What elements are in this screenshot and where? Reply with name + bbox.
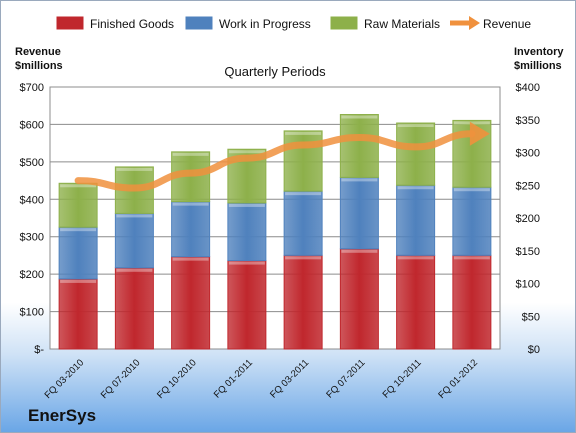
bar-segment [58, 182, 98, 228]
right-tick-label: $100 [516, 279, 540, 291]
right-tick-label: $150 [516, 246, 540, 258]
legend-label: Work in Progress [219, 17, 311, 31]
bar-segment [396, 122, 436, 186]
bar-segment [227, 202, 267, 262]
bar-segment [171, 256, 211, 350]
right-axis-label: Inventory $millions [514, 45, 564, 73]
chart-title: Quarterly Periods [224, 64, 326, 79]
bar-highlight [172, 202, 209, 206]
left-tick-label: $500 [20, 157, 44, 169]
right-tick-label: $0 [528, 344, 540, 356]
right-tick-label: $250 [516, 180, 540, 192]
left-tick-label: $400 [20, 194, 44, 206]
bar-segment [171, 201, 211, 258]
bar-segment [114, 212, 154, 269]
bar-highlight [341, 249, 378, 253]
bar-segment [283, 130, 323, 192]
bar-highlight [285, 131, 322, 135]
bar-segment [452, 254, 492, 350]
bar-highlight [60, 184, 97, 188]
bar-highlight [60, 228, 97, 232]
bar-highlight [60, 279, 97, 283]
legend-label: Finished Goods [90, 17, 174, 31]
legend-label: Raw Materials [364, 17, 440, 31]
bar-highlight [453, 188, 490, 192]
bar-segment [452, 186, 492, 256]
bar-highlight [116, 268, 153, 272]
bar-highlight [116, 167, 153, 171]
legend-label: Revenue [483, 17, 531, 31]
left-axis-label-line2: $millions [15, 60, 63, 72]
category-label: FQ 10-2011 [381, 357, 424, 400]
revenue-line [74, 130, 476, 192]
category-label: FQ 01-2012 [436, 357, 480, 401]
bar-highlight [228, 203, 265, 207]
bar-highlight [453, 256, 490, 260]
bar-highlight [453, 121, 490, 125]
right-tick-label: $400 [516, 82, 540, 94]
bar-highlight [397, 186, 434, 190]
legend-swatch [185, 16, 213, 30]
right-tick-label: $300 [516, 148, 540, 160]
category-label: FQ 03-2011 [268, 357, 311, 400]
bar-highlight [172, 152, 209, 156]
category-label: FQ 03-2010 [43, 357, 87, 401]
bar-segment [396, 254, 436, 350]
bar-segment [339, 176, 379, 250]
bar-highlight [285, 256, 322, 260]
bar-highlight [172, 257, 209, 261]
right-axis-label-line1: Inventory [514, 46, 564, 58]
company-name: EnerSys [28, 406, 97, 425]
bar-segment [396, 184, 436, 256]
bar-segment [339, 114, 379, 178]
left-tick-label: $200 [20, 269, 44, 281]
bar-highlight [228, 150, 265, 154]
left-tick-label: $700 [20, 82, 44, 94]
bar-segment [58, 278, 98, 350]
bar-segment [339, 248, 379, 350]
left-axis-label-line1: Revenue [15, 46, 61, 58]
right-tick-label: $200 [516, 213, 540, 225]
left-tick-label: $100 [20, 307, 44, 319]
right-tick-label: $350 [516, 115, 540, 127]
legend-swatch [56, 16, 84, 30]
bar-segment [114, 267, 154, 350]
left-tick-label: $300 [20, 232, 44, 244]
bar-segment [58, 226, 98, 280]
right-axis-label-line2: $millions [514, 60, 562, 72]
legend-arrow-swatch [469, 16, 480, 30]
bar-highlight [341, 115, 378, 119]
legend-swatch [330, 16, 358, 30]
bar-highlight [228, 261, 265, 265]
category-label: FQ 07-2010 [99, 357, 143, 401]
bar-highlight [285, 192, 322, 196]
bar-highlight [397, 124, 434, 128]
category-label: FQ 01-2011 [212, 357, 255, 400]
revenue-arrowhead [469, 121, 490, 146]
bar-segment [283, 190, 323, 256]
left-tick-label: $- [34, 344, 44, 356]
bar-highlight [341, 178, 378, 182]
left-tick-label: $600 [20, 119, 44, 131]
bar-highlight [116, 214, 153, 218]
right-tick-label: $50 [522, 311, 540, 323]
bar-highlight [397, 256, 434, 260]
category-label: FQ 07-2011 [324, 357, 367, 400]
left-axis-label: Revenue $millions [15, 45, 63, 73]
bar-segment [283, 254, 323, 350]
bar-segment [227, 260, 267, 350]
category-label: FQ 10-2010 [155, 357, 199, 401]
